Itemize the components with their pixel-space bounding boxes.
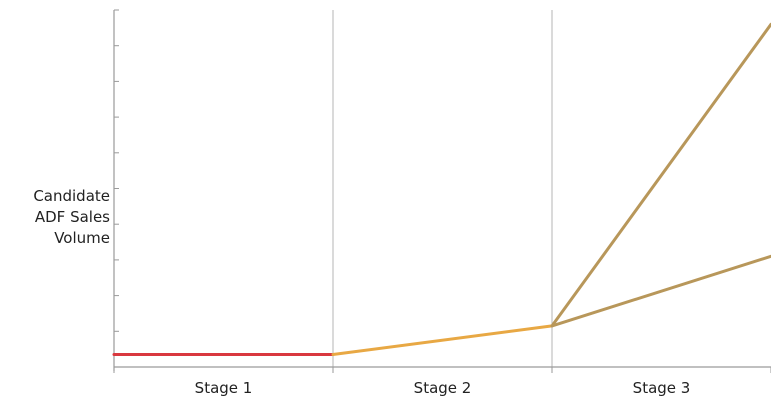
x-tick-label: Stage 1 <box>195 379 253 397</box>
y-axis-label-line: ADF Sales <box>34 208 110 226</box>
x-tick-label: Stage 3 <box>633 379 691 397</box>
y-axis-label-line: Volume <box>54 229 110 247</box>
series-line <box>550 254 771 328</box>
x-tick-label: Stage 2 <box>414 379 472 397</box>
series-line <box>331 324 554 356</box>
y-axis-label-line: Candidate <box>33 187 110 205</box>
y-axis-label: Candidate ADF Sales Volume <box>0 186 110 249</box>
series-line <box>550 22 771 328</box>
